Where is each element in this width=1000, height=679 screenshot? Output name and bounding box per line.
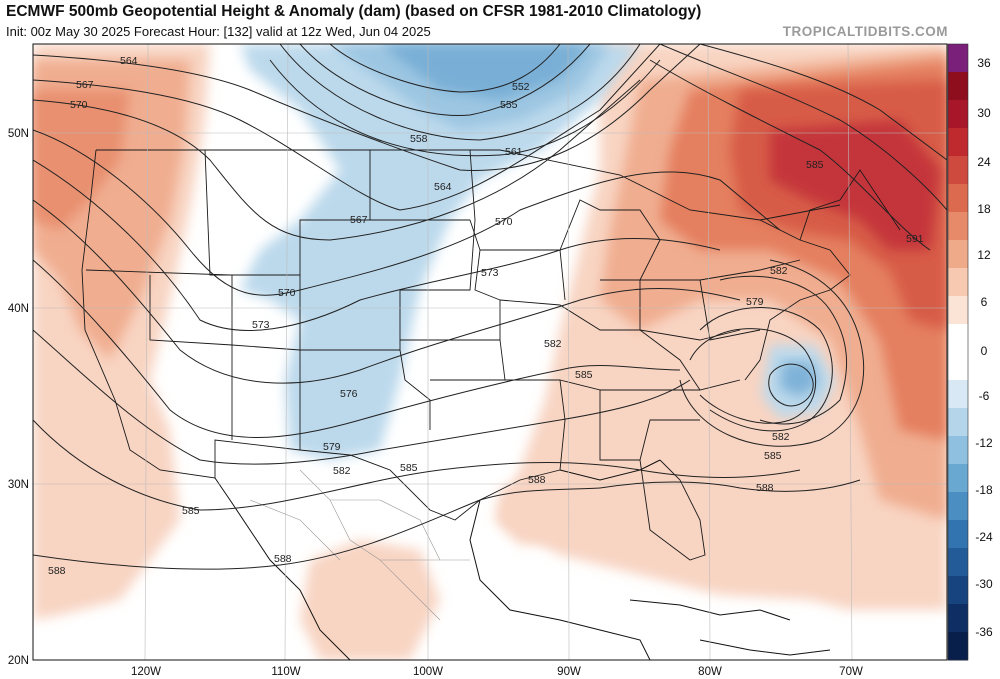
map-title: ECMWF 500mb Geopotential Height & Anomal… [6, 3, 702, 20]
lon-label: 90W [557, 666, 581, 678]
contour-label: 591 [906, 233, 924, 245]
contour-label: 582 [333, 465, 351, 477]
contour-label: 558 [410, 133, 428, 145]
colorbar-label: 12 [977, 248, 991, 262]
colorbar-label: -18 [975, 483, 993, 497]
colorbar-label: 0 [981, 344, 988, 358]
contour-label: 573 [481, 267, 499, 279]
colorbar-label: 6 [981, 295, 988, 309]
lat-label: 40N [8, 303, 29, 315]
colorbar-label: -36 [975, 625, 993, 639]
contour-label: 585 [575, 369, 593, 381]
contour-label: 588 [48, 565, 66, 577]
contour-label: 582 [544, 338, 562, 350]
lon-label: 110W [271, 666, 300, 678]
map-subtitle: Init: 00z May 30 2025 Forecast Hour: [13… [6, 24, 431, 39]
lat-label: 20N [8, 655, 29, 667]
lat-label: 50N [8, 128, 29, 140]
contour-label: 567 [76, 79, 94, 91]
coastlines [214, 459, 831, 660]
colorbar-frame [947, 43, 969, 661]
colorbar-cell [948, 380, 968, 409]
contour-label: 570 [495, 216, 513, 228]
colorbar-cell [948, 436, 968, 465]
contour-label: 585 [764, 450, 782, 462]
colorbar-cell [948, 156, 968, 185]
colorbar-cell [948, 520, 968, 549]
colorbar-cell [948, 212, 968, 241]
contour-label: 585 [806, 159, 824, 171]
colorbar-cell [948, 240, 968, 269]
positive-anomaly-field [33, 44, 947, 660]
contour-label: 588 [528, 474, 546, 486]
colorbar-label: 18 [977, 202, 991, 216]
colorbar-label: -12 [975, 436, 993, 450]
colorbar-cell [948, 128, 968, 157]
colorbar-cell [948, 352, 968, 381]
colorbar-cells [947, 43, 969, 661]
colorbar-label: 36 [977, 56, 991, 70]
colorbar-cell [948, 548, 968, 577]
colorbar-cell [948, 408, 968, 437]
map-frame [32, 43, 948, 661]
colorbar-label: 30 [977, 106, 991, 120]
contour-label: 585 [400, 462, 418, 474]
contour-label: 582 [770, 265, 788, 277]
colorbar-cell [948, 184, 968, 213]
contour-label: 567 [350, 214, 368, 226]
colorbar-labels: 36 30 24 18 12 6 0 -6 -12 -18 -24 -30 -36 [975, 56, 993, 639]
colorbar-label: 24 [977, 155, 991, 169]
contour-label: 576 [340, 388, 358, 400]
lon-label: 100W [413, 666, 443, 678]
brand-watermark: TROPICALTIDBITS.COM [782, 24, 948, 39]
lon-label: 80W [698, 666, 722, 678]
contour-label: 564 [120, 55, 138, 67]
contour-label: 573 [252, 319, 270, 331]
colorbar-cell [948, 464, 968, 493]
colorbar-label: -30 [975, 577, 993, 591]
colorbar-cell [948, 632, 968, 661]
contour-labels: 564 567 570 552 555 558 561 564 567 570 … [48, 55, 924, 577]
contour-label: 579 [746, 296, 764, 308]
contour-label: 555 [500, 99, 518, 111]
mexico-interior-borders [249, 469, 470, 621]
colorbar-label: -6 [979, 389, 990, 403]
colorbar-cell [948, 576, 968, 605]
contour-label: 564 [434, 181, 452, 193]
latitude-labels: 20N 30N 40N 50N [8, 128, 29, 667]
height-contours [33, 44, 947, 570]
contour-label: 588 [274, 553, 292, 565]
lon-label: 120W [131, 666, 161, 678]
contour-label: 582 [772, 431, 790, 443]
contour-label: 552 [512, 81, 530, 93]
contour-label: 561 [505, 146, 523, 158]
colorbar-label: -24 [975, 530, 993, 544]
graticule [33, 44, 947, 660]
colorbar-cell [948, 324, 968, 353]
contour-label: 570 [70, 99, 88, 111]
colorbar-cell [948, 296, 968, 325]
colorbar-cell [948, 100, 968, 129]
contour-label: 570 [278, 287, 296, 299]
lat-label: 30N [8, 479, 29, 491]
colorbar-cell [948, 492, 968, 521]
longitude-labels: 120W 110W 100W 90W 80W 70W [131, 666, 863, 678]
lon-label: 70W [839, 666, 863, 678]
contour-label: 585 [182, 505, 200, 517]
colorbar-cell [948, 604, 968, 633]
contour-label: 579 [323, 441, 341, 453]
colorbar-cell [948, 72, 968, 101]
colorbar-cell [948, 44, 968, 73]
colorbar-cell [948, 268, 968, 297]
contour-label: 588 [756, 482, 774, 494]
